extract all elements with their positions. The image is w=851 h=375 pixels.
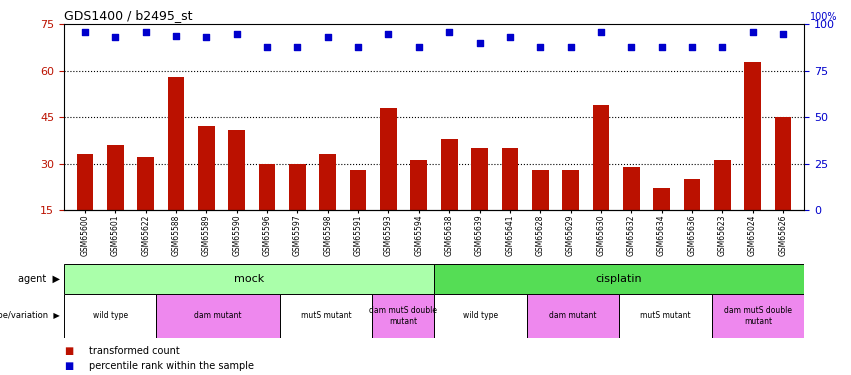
- Text: agent  ▶: agent ▶: [18, 274, 60, 284]
- Bar: [745, 62, 761, 210]
- Text: wild type: wild type: [463, 311, 498, 320]
- Point: [625, 44, 638, 50]
- Bar: [619, 294, 711, 338]
- Text: cisplatin: cisplatin: [596, 274, 643, 284]
- Bar: [289, 164, 306, 210]
- Text: genotype/variation  ▶: genotype/variation ▶: [0, 311, 60, 320]
- Bar: [77, 154, 94, 210]
- Bar: [372, 294, 434, 338]
- Point: [351, 44, 365, 50]
- Point: [594, 29, 608, 35]
- Bar: [623, 166, 640, 210]
- Bar: [714, 160, 731, 210]
- Point: [745, 29, 759, 35]
- Bar: [259, 164, 276, 210]
- Text: mutS mutant: mutS mutant: [300, 311, 351, 320]
- Bar: [410, 160, 427, 210]
- Point: [200, 34, 214, 40]
- Bar: [137, 158, 154, 210]
- Text: ■: ■: [64, 361, 73, 370]
- Bar: [380, 108, 397, 210]
- Text: dam mutant: dam mutant: [194, 311, 242, 320]
- Text: dam mutant: dam mutant: [549, 311, 597, 320]
- Bar: [501, 148, 518, 210]
- Point: [78, 29, 92, 35]
- Point: [109, 34, 123, 40]
- Text: mutS mutant: mutS mutant: [640, 311, 691, 320]
- Bar: [532, 170, 549, 210]
- Bar: [107, 145, 123, 210]
- Bar: [157, 294, 280, 338]
- Point: [534, 44, 547, 50]
- Bar: [64, 264, 434, 294]
- Text: dam mutS double
mutant: dam mutS double mutant: [724, 306, 792, 326]
- Bar: [64, 294, 157, 338]
- Bar: [683, 179, 700, 210]
- Point: [443, 29, 456, 35]
- Point: [685, 44, 699, 50]
- Bar: [592, 105, 609, 210]
- Point: [139, 29, 152, 35]
- Point: [382, 31, 396, 37]
- Bar: [434, 264, 804, 294]
- Bar: [198, 126, 214, 210]
- Bar: [280, 294, 372, 338]
- Text: mock: mock: [234, 274, 264, 284]
- Bar: [319, 154, 336, 210]
- Point: [654, 44, 668, 50]
- Bar: [168, 77, 185, 210]
- Point: [169, 33, 183, 39]
- Bar: [774, 117, 791, 210]
- Point: [291, 44, 305, 50]
- Point: [472, 40, 486, 46]
- Bar: [441, 139, 458, 210]
- Text: 100%: 100%: [810, 12, 837, 22]
- Bar: [711, 294, 804, 338]
- Bar: [228, 130, 245, 210]
- Point: [260, 44, 274, 50]
- Point: [321, 34, 334, 40]
- Text: wild type: wild type: [93, 311, 128, 320]
- Bar: [434, 294, 527, 338]
- Bar: [563, 170, 579, 210]
- Bar: [654, 188, 670, 210]
- Bar: [350, 170, 367, 210]
- Point: [412, 44, 426, 50]
- Point: [503, 34, 517, 40]
- Text: percentile rank within the sample: percentile rank within the sample: [89, 361, 254, 370]
- Text: GDS1400 / b2495_st: GDS1400 / b2495_st: [64, 9, 192, 22]
- Point: [776, 31, 790, 37]
- Text: transformed count: transformed count: [89, 346, 180, 355]
- Point: [716, 44, 729, 50]
- Text: dam mutS double
mutant: dam mutS double mutant: [369, 306, 437, 326]
- Bar: [471, 148, 488, 210]
- Bar: [527, 294, 619, 338]
- Text: ■: ■: [64, 346, 73, 355]
- Point: [563, 44, 577, 50]
- Point: [230, 31, 243, 37]
